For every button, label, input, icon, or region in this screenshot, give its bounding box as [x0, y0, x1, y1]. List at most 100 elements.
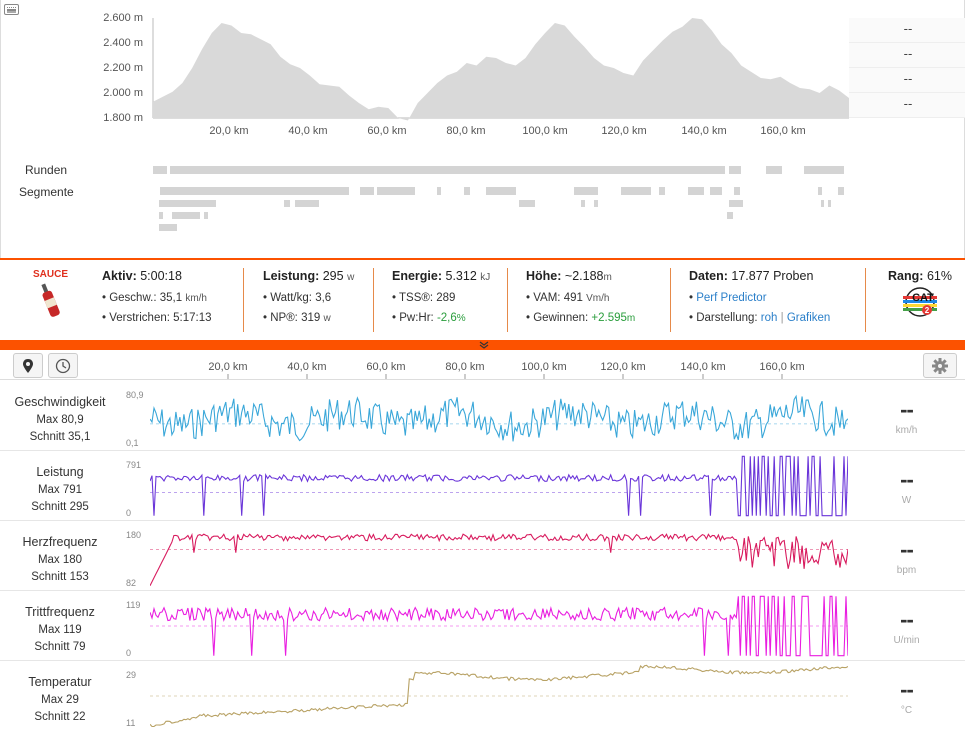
- map-pin-icon: [23, 358, 33, 373]
- aktiv-label: Aktiv:: [102, 269, 137, 283]
- speed-stream-chart[interactable]: [150, 383, 848, 449]
- chevron-down-icon[interactable]: [478, 341, 490, 349]
- runden-label: Runden: [25, 163, 68, 177]
- cat-badge-text: CAT: [912, 292, 934, 304]
- segment-bar: [659, 187, 665, 195]
- stream-max: Max 791: [37, 484, 83, 496]
- stream-top-value: 119: [126, 600, 141, 610]
- stream-toolbar: 20,0 km 40,0 km 60,0 km 80,0 km 100,0 km…: [0, 350, 965, 380]
- stream-x-tick: 60,0 km: [366, 361, 406, 373]
- map-pin-button[interactable]: [13, 353, 43, 378]
- panel-collapse-bar[interactable]: [0, 342, 965, 350]
- verstrichen-label: • Verstrichen:: [102, 312, 170, 324]
- gewinnen-value: +2.595: [591, 312, 627, 324]
- settings-button[interactable]: [923, 353, 957, 378]
- segment-bar: [159, 224, 177, 231]
- elev-x-tick: 120,0 km: [601, 125, 647, 137]
- elev-x-tick: 20,0 km: [209, 125, 249, 137]
- stream-value: --: [900, 677, 914, 702]
- segment-bar: [159, 212, 163, 219]
- temperature-stream-chart[interactable]: [150, 663, 848, 729]
- gewinnen-label: • Gewinnen:: [526, 312, 589, 324]
- elev-x-tick: 60,0 km: [367, 125, 407, 137]
- readout-value: --: [849, 93, 965, 118]
- stream-max: Max 80,9: [36, 414, 84, 426]
- segment-bar: [710, 187, 722, 195]
- stream-bottom-value: 82: [126, 578, 137, 588]
- stream-unit: km/h: [895, 425, 918, 436]
- stats-divider: [243, 268, 244, 332]
- stream-value: --: [900, 397, 914, 422]
- grafiken-link[interactable]: Grafiken: [786, 312, 831, 324]
- stream-readout: -- °C: [848, 661, 965, 716]
- stream-trace: [150, 664, 848, 728]
- stream-readout: -- bpm: [848, 521, 965, 576]
- stream-trace: [150, 532, 848, 586]
- segment-bar: [574, 187, 598, 195]
- segmente-label: Segmente: [19, 185, 74, 199]
- stream-trace: [150, 394, 848, 442]
- laps-segments-track[interactable]: [151, 163, 851, 238]
- segment-bar: [377, 187, 415, 195]
- stream-row-temperature: Temperatur Max 29 Schnitt 22 29 11 -- °C: [0, 661, 965, 736]
- stats-divider: [373, 268, 374, 332]
- sauce-label: SAUCE: [32, 269, 68, 280]
- gear-icon: [932, 357, 948, 374]
- power-stream-chart[interactable]: [150, 453, 848, 519]
- sauce-logo[interactable]: SAUCE: [28, 260, 73, 340]
- np-unit: w: [323, 313, 331, 324]
- segment-bar: [284, 200, 290, 207]
- segment-bar: [204, 212, 208, 219]
- stats-data-group: Daten: 17.877 Proben • Perf Predictor • …: [689, 269, 831, 324]
- segment-bar: [160, 187, 349, 195]
- stream-x-tick: 100,0 km: [521, 361, 567, 373]
- stream-label: Leistung Max 791 Schnitt 295: [0, 465, 120, 513]
- segment-bar: [688, 187, 704, 195]
- segment-bar: [729, 200, 743, 207]
- geschw-value: 35,1: [159, 292, 183, 304]
- stream-x-tick: 120,0 km: [600, 361, 646, 373]
- stream-value: --: [900, 537, 914, 562]
- stats-rank-group: Rang: 61% CAT 2: [880, 260, 960, 340]
- stats-divider: [670, 268, 671, 332]
- stream-x-tick: 40,0 km: [287, 361, 327, 373]
- stats-bar: SAUCE Aktiv: 5:00:18 • Geschw.: 35,1 km/…: [0, 258, 965, 342]
- roh-link[interactable]: roh: [760, 312, 778, 324]
- wattkg-value: 3,6: [315, 292, 332, 304]
- cat-badge-icon[interactable]: CAT 2: [897, 286, 943, 318]
- stream-row-heartrate: Herzfrequenz Max 180 Schnitt 153 180 82 …: [0, 521, 965, 591]
- lap-bar: [729, 166, 741, 174]
- verstrichen-value: 5:17:13: [173, 312, 212, 324]
- perf-predictor-link[interactable]: Perf Predictor: [696, 292, 767, 304]
- segment-bar: [828, 200, 831, 207]
- gewinnen-unit: m: [626, 313, 636, 324]
- lap-bar: [766, 166, 782, 174]
- daten-label: Daten:: [689, 269, 728, 283]
- geschw-label: • Geschw.:: [102, 292, 157, 304]
- stream-readout: -- km/h: [848, 381, 965, 436]
- stream-max: Max 119: [38, 624, 82, 636]
- sauce-bottle-icon: [41, 283, 60, 317]
- elevation-readouts: -- -- -- --: [849, 18, 965, 118]
- stream-max: Max 29: [41, 694, 79, 706]
- cadence-stream-chart[interactable]: [150, 593, 848, 659]
- stream-row-cadence: Trittfrequenz Max 119 Schnitt 79 119 0 -…: [0, 591, 965, 661]
- heartrate-stream-chart[interactable]: [150, 523, 848, 589]
- clock-button[interactable]: [48, 353, 78, 378]
- stream-unit: U/min: [893, 635, 920, 646]
- segment-bar: [727, 212, 733, 219]
- stream-avg: Schnitt 79: [34, 641, 86, 653]
- stream-row-speed: Geschwindigkeit Max 80,9 Schnitt 35,1 80…: [0, 381, 965, 451]
- energie-label: Energie:: [392, 269, 443, 283]
- keyboard-icon[interactable]: [4, 4, 19, 15]
- segment-bar: [838, 187, 844, 195]
- energie-value: 5.312: [445, 269, 477, 283]
- segment-bar: [734, 187, 740, 195]
- stream-name: Geschwindigkeit: [14, 395, 106, 409]
- elev-y-tick: 1.800 m: [103, 112, 143, 124]
- elevation-chart[interactable]: [141, 12, 853, 124]
- stream-x-tick: 160,0 km: [759, 361, 805, 373]
- stream-top-value: 80,9: [126, 390, 144, 400]
- vam-label: • VAM:: [526, 292, 561, 304]
- lap-bar: [170, 166, 725, 174]
